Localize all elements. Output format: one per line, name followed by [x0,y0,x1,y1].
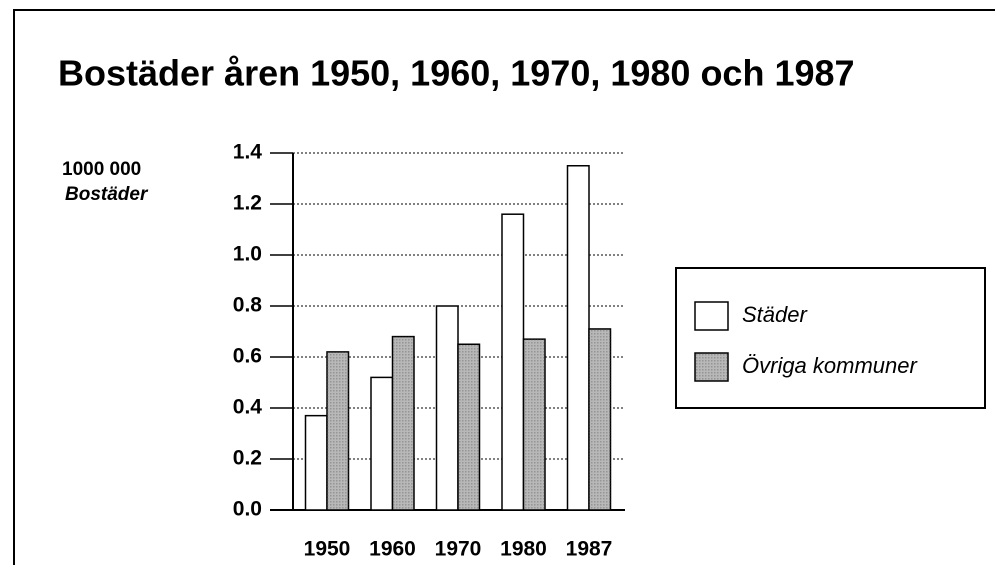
legend-swatch [694,301,729,331]
y-tick-label: 0.4 [233,396,263,419]
bar-texture [458,344,480,510]
bar-texture [327,351,349,510]
bar-texture [589,328,611,510]
bar [566,165,590,511]
y-tick-label: 1.0 [233,243,262,266]
y-tick-label: 1.2 [233,192,262,215]
bar [304,414,328,511]
frame [13,9,995,565]
chart-title: Bostäder åren 1950, 1960, 1970, 1980 och… [58,53,855,94]
y-tick-label: 1.4 [233,141,263,164]
bar-texture [523,339,545,510]
y-unit: 1000 000 [62,159,141,180]
x-tick-label: 1980 [500,538,547,561]
y-tick-label: 0.8 [233,294,263,317]
x-tick-label: 1950 [304,538,351,561]
x-tick-label: 1960 [369,538,416,561]
y-tick-label: 0.6 [233,345,262,368]
bar [435,305,459,511]
legend-texture [695,353,728,381]
legend-label: Städer [742,302,808,327]
x-tick-label: 1987 [566,538,613,561]
y-tick-label: 0.0 [233,498,262,521]
y-axis-label: Bostäder [65,184,149,205]
bar [501,213,525,511]
bar-texture [392,336,414,510]
legend-box [675,267,986,409]
y-tick-label: 0.2 [233,447,262,470]
bar [370,376,394,511]
x-tick-label: 1970 [435,538,482,561]
legend-label: Övriga kommuner [742,353,919,378]
